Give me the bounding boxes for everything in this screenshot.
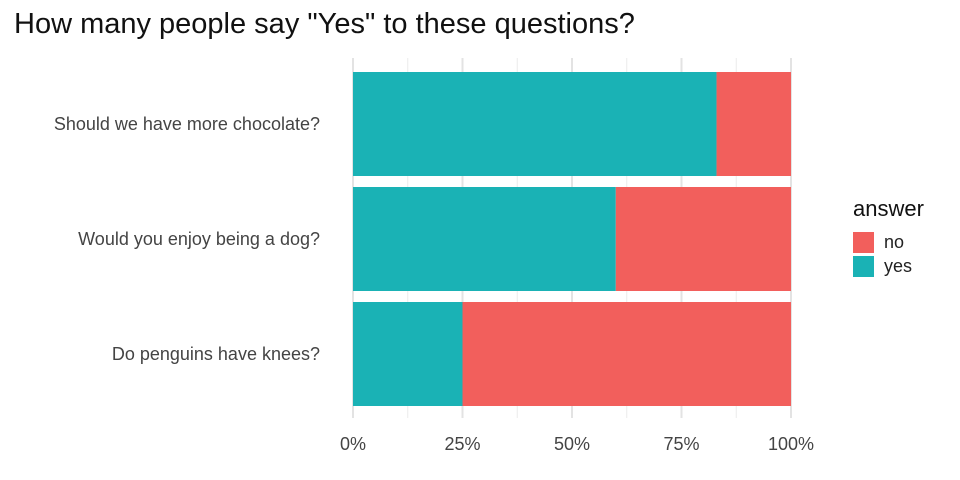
bars bbox=[353, 72, 791, 406]
x-tick-label: 100% bbox=[768, 434, 814, 454]
legend-item-yes: yes bbox=[853, 254, 924, 278]
bar-no bbox=[462, 302, 791, 406]
chart-title: How many people say "Yes" to these quest… bbox=[14, 8, 635, 40]
category-label: Would you enjoy being a dog? bbox=[78, 229, 320, 249]
x-tick-label: 0% bbox=[340, 434, 366, 454]
legend-label-no: no bbox=[884, 231, 905, 252]
legend-key-yes bbox=[853, 255, 874, 277]
bar-no bbox=[716, 72, 791, 176]
x-tick-label: 75% bbox=[663, 434, 699, 454]
bar-yes bbox=[353, 187, 616, 291]
x-axis-ticks: 0% 25% 50% 75% 100% bbox=[340, 434, 814, 454]
bar-yes bbox=[353, 72, 717, 176]
x-tick-label: 25% bbox=[444, 434, 480, 454]
legend-title: answer bbox=[853, 196, 924, 221]
category-labels: Should we have more chocolate? Would you … bbox=[54, 114, 320, 364]
category-label: Do penguins have knees? bbox=[112, 344, 320, 364]
bar-yes bbox=[353, 302, 463, 406]
legend: answer no yes bbox=[853, 196, 924, 278]
x-tick-label: 50% bbox=[554, 434, 590, 454]
legend-label-yes: yes bbox=[884, 255, 913, 276]
category-label: Should we have more chocolate? bbox=[54, 114, 320, 134]
legend-item-no: no bbox=[853, 230, 924, 254]
legend-key-no bbox=[853, 231, 874, 253]
bar-no bbox=[615, 187, 791, 291]
